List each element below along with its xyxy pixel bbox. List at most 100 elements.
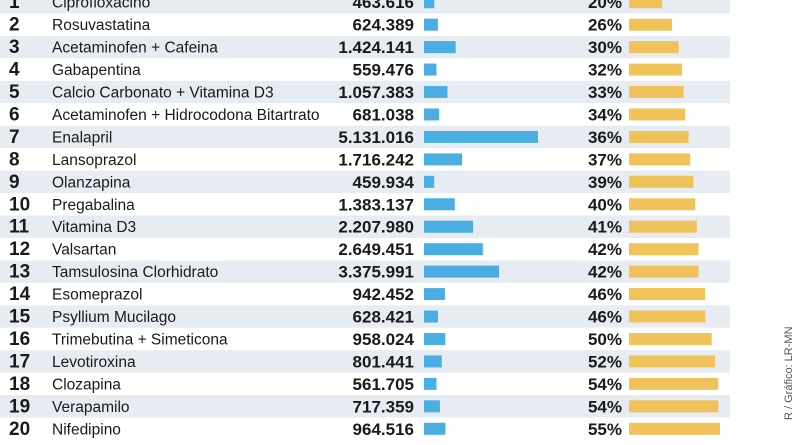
value-label: 459.934 bbox=[353, 173, 415, 192]
percent-bar bbox=[629, 243, 699, 256]
value-label: 1.383.137 bbox=[338, 195, 414, 214]
drug-name: Calcio Carbonato + Vitamina D3 bbox=[52, 85, 274, 102]
table-row: 1 Ciprofloxacino 463.616 20% bbox=[0, 0, 730, 14]
value-label: 681.038 bbox=[353, 105, 414, 124]
value-bar bbox=[424, 108, 440, 121]
percent-label: 42% bbox=[588, 263, 622, 282]
rank-label: 16 bbox=[9, 329, 30, 350]
drug-name: Rosuvastatina bbox=[52, 17, 151, 34]
value-label: 2.649.451 bbox=[338, 240, 414, 259]
row-stripe bbox=[0, 170, 730, 194]
percent-bar bbox=[629, 377, 719, 390]
value-label: 3.375.991 bbox=[338, 263, 414, 282]
value-bar bbox=[424, 243, 483, 256]
value-label: 561.705 bbox=[353, 375, 414, 394]
value-bar bbox=[424, 18, 438, 31]
table-row: 17 Levotiroxina 801.441 52% bbox=[0, 350, 730, 373]
drug-name: Levotiroxina bbox=[52, 354, 136, 371]
percent-bar bbox=[629, 108, 686, 121]
row-stripe bbox=[0, 260, 730, 283]
drug-name: Valsartan bbox=[52, 242, 116, 259]
rank-label: 18 bbox=[9, 374, 30, 395]
percent-bar bbox=[629, 153, 691, 166]
table-row: 16 Trimebutina + Simeticona 958.024 50% bbox=[0, 327, 730, 351]
percent-bar bbox=[629, 400, 719, 413]
row-stripe bbox=[0, 395, 730, 418]
table-row: 10 Pregabalina 1.383.137 40% bbox=[0, 193, 730, 216]
value-label: 624.389 bbox=[353, 16, 414, 35]
row-stripe bbox=[0, 35, 730, 59]
value-label: 1.716.242 bbox=[338, 150, 414, 169]
percent-bar bbox=[629, 288, 706, 301]
table-row: 7 Enalapril 5.131.016 36% bbox=[0, 125, 730, 149]
percent-bar bbox=[629, 175, 694, 188]
drug-name: Esomeprazol bbox=[52, 287, 142, 304]
percent-label: 55% bbox=[588, 420, 622, 439]
table-row: 9 Olanzapina 459.934 39% bbox=[0, 170, 730, 194]
drug-name: Acetaminofen + Hidrocodona Bitartrato bbox=[52, 107, 320, 124]
percent-label: 52% bbox=[588, 352, 622, 371]
table-row: 13 Tamsulosina Clorhidrato 3.375.991 42% bbox=[0, 260, 730, 283]
value-bar bbox=[424, 220, 474, 233]
row-stripe bbox=[0, 58, 730, 81]
drug-name: Olanzapina bbox=[52, 174, 131, 191]
table-row: 19 Verapamilo 717.359 54% bbox=[0, 395, 730, 418]
rank-label: 4 bbox=[9, 60, 20, 81]
value-label: 717.359 bbox=[353, 397, 414, 416]
percent-label: 54% bbox=[588, 397, 622, 416]
percent-label: 26% bbox=[588, 16, 622, 35]
rank-label: 11 bbox=[9, 217, 30, 238]
rank-label: 7 bbox=[9, 127, 20, 148]
value-bar bbox=[424, 288, 445, 301]
drug-name: Vitamina D3 bbox=[52, 219, 136, 236]
percent-bar bbox=[629, 310, 706, 323]
table-row: 14 Esomeprazol 942.452 46% bbox=[0, 282, 730, 306]
percent-label: 46% bbox=[588, 308, 622, 327]
percent-bar bbox=[629, 265, 699, 278]
value-bar bbox=[424, 175, 435, 188]
value-label: 1.057.383 bbox=[338, 83, 414, 102]
row-stripe bbox=[0, 417, 730, 440]
table-row: 20 Nifedipino 964.516 55% bbox=[0, 417, 730, 440]
percent-bar bbox=[629, 0, 663, 9]
percent-label: 36% bbox=[588, 128, 622, 147]
table-row: 12 Valsartan 2.649.451 42% bbox=[0, 237, 730, 261]
value-label: 964.516 bbox=[353, 420, 414, 439]
table-row: 15 Psyllium Mucilago 628.421 46% bbox=[0, 305, 730, 328]
rank-label: 5 bbox=[9, 82, 20, 103]
rank-label: 15 bbox=[9, 307, 31, 328]
value-label: 5.131.016 bbox=[338, 128, 414, 147]
value-bar bbox=[424, 377, 437, 390]
table-row: 2 Rosuvastatina 624.389 26% bbox=[0, 13, 730, 36]
row-stripe bbox=[0, 327, 730, 351]
table-row: 8 Lansoprazol 1.716.242 37% bbox=[0, 148, 730, 171]
rank-label: 19 bbox=[9, 396, 30, 417]
value-bar bbox=[424, 198, 455, 211]
row-stripe bbox=[0, 350, 730, 373]
value-bar bbox=[424, 422, 446, 435]
value-bar bbox=[424, 0, 435, 9]
drug-name: Ciprofloxacino bbox=[52, 0, 150, 12]
rank-label: 1 bbox=[9, 0, 20, 13]
drug-name: Clozapina bbox=[52, 376, 121, 393]
percent-label: 39% bbox=[588, 173, 622, 192]
table-row: 11 Vitamina D3 2.207.980 41% bbox=[0, 215, 730, 238]
percent-bar bbox=[629, 41, 679, 54]
percent-label: 46% bbox=[588, 285, 622, 304]
row-stripe bbox=[0, 305, 730, 328]
value-label: 942.452 bbox=[353, 285, 414, 304]
value-bar bbox=[424, 153, 463, 166]
row-stripe bbox=[0, 125, 730, 149]
row-stripe bbox=[0, 372, 730, 396]
percent-bar bbox=[629, 332, 712, 345]
table-row: 4 Gabapentina 559.476 32% bbox=[0, 58, 730, 81]
percent-bar bbox=[629, 130, 689, 143]
value-bar bbox=[424, 265, 500, 278]
row-stripe bbox=[0, 80, 730, 104]
value-label: 463.616 bbox=[353, 0, 414, 12]
value-bar bbox=[424, 355, 442, 368]
row-stripe bbox=[0, 215, 730, 238]
rank-label: 8 bbox=[9, 149, 20, 170]
value-label: 2.207.980 bbox=[338, 218, 414, 237]
